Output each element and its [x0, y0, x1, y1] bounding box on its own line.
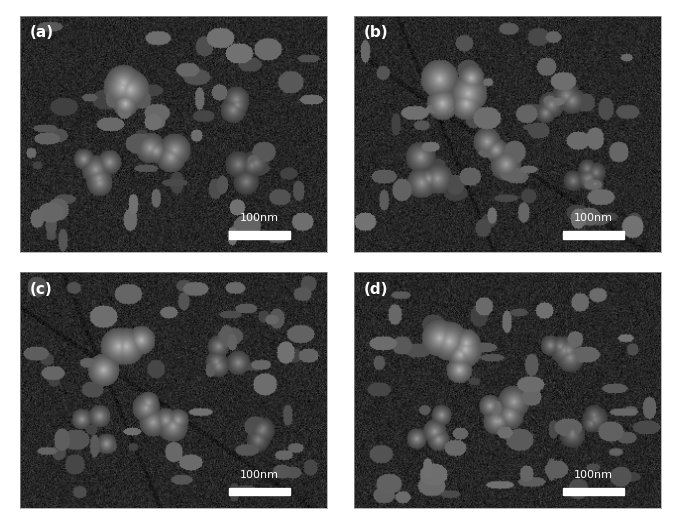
Text: (d): (d): [364, 282, 387, 297]
Bar: [229, 232, 290, 238]
Bar: [229, 488, 290, 495]
Text: (a): (a): [30, 25, 54, 40]
Text: 100nm: 100nm: [240, 470, 279, 480]
Bar: [563, 232, 624, 238]
Text: 100nm: 100nm: [240, 213, 279, 223]
Text: (b): (b): [364, 25, 388, 40]
Text: 100nm: 100nm: [573, 213, 613, 223]
Text: 100nm: 100nm: [573, 470, 613, 480]
Text: (c): (c): [30, 282, 52, 297]
Bar: [563, 488, 624, 495]
